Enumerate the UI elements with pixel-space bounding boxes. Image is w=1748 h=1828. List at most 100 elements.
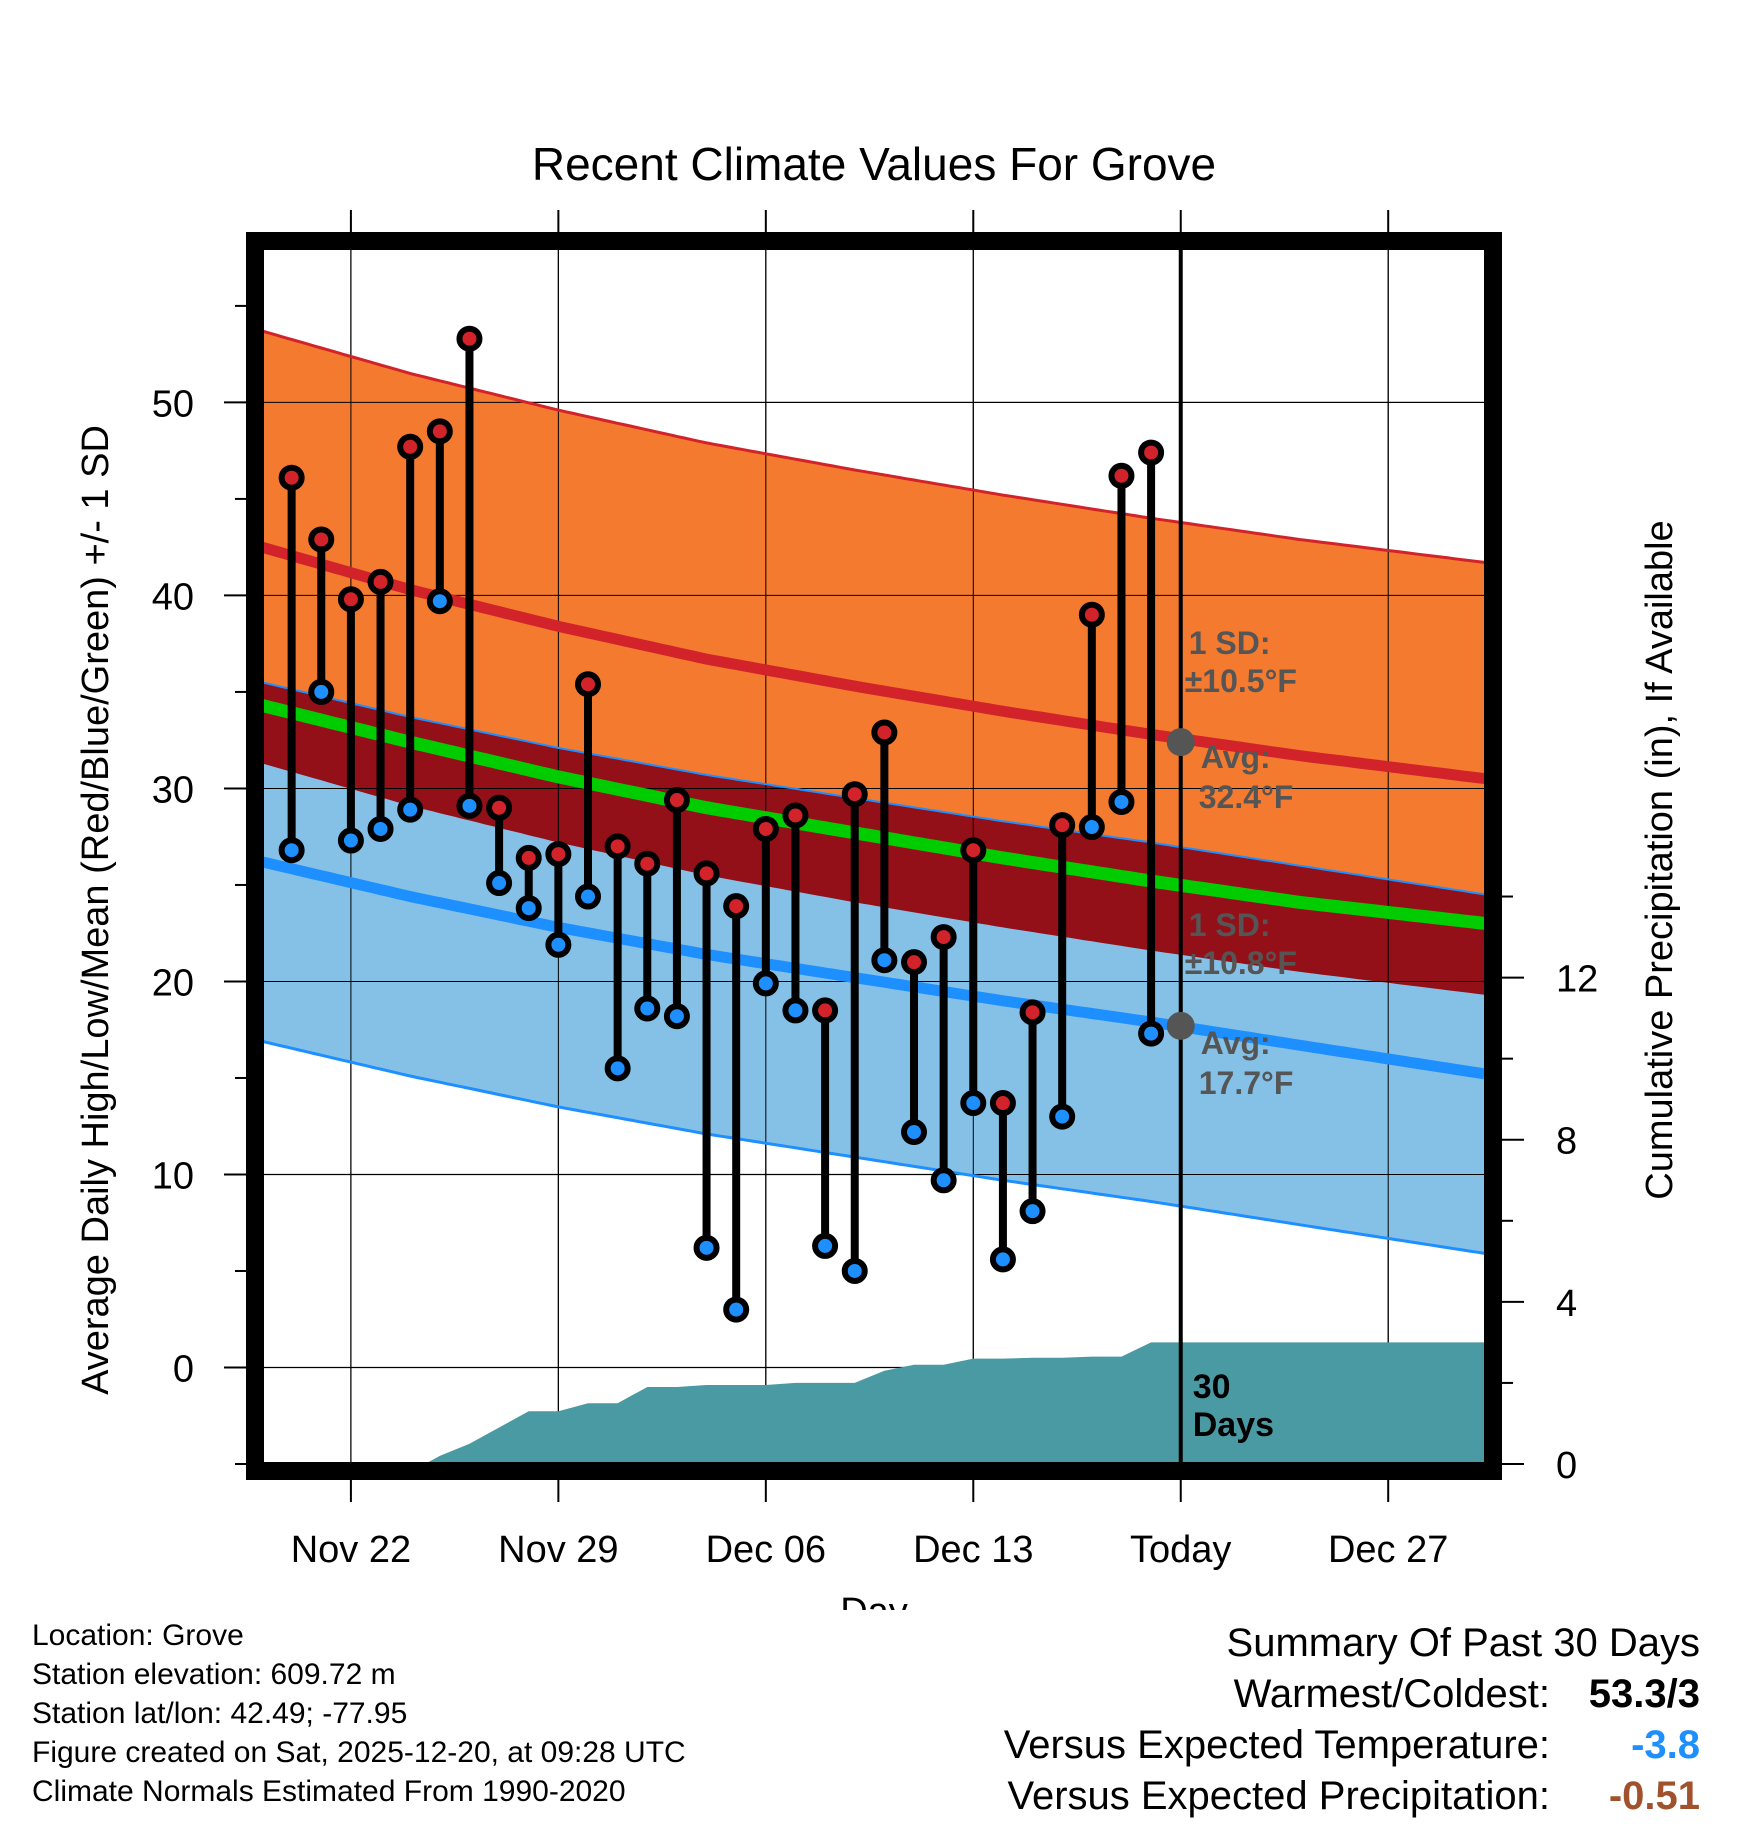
precip-vs-expected-value: -0.51 [1608,1774,1700,1818]
high-point [426,418,453,445]
low-point [752,970,779,997]
low-sd-value: ±10.8°F [1185,945,1297,981]
high-point [456,325,483,352]
low-point [1019,1198,1046,1225]
high-point [1049,812,1076,839]
high-point [752,815,779,842]
warmest-label: Warmest/Coldest: [1233,1672,1550,1716]
axes: 0 10 20 30 40 50 0 4 8 12 Nov 22 Nov 29 Dec 06 Dec 13… [152,210,1598,1571]
high-avg-marker [1166,728,1195,757]
x-tick-label: Dec 13 [913,1529,1033,1571]
low-point [545,931,572,958]
high-point [930,924,957,951]
low-point [960,1090,987,1117]
latlon-text: Station lat/lon: 42.49; -77.95 [32,1697,408,1730]
days-count-label: 30 [1193,1368,1231,1406]
low-point [308,678,335,705]
x-tick-label: Today [1130,1529,1231,1571]
plot-frame [246,232,1502,1480]
high-point [278,464,305,491]
days-word-label: Days [1193,1406,1274,1444]
high-point [337,586,364,613]
low-point [901,1119,928,1146]
low-point [604,1055,631,1082]
low-point [1138,1020,1165,1047]
low-point [456,792,483,819]
y-tick-label: 50 [152,383,194,425]
y-tick-label: 20 [152,962,194,1004]
low-point [337,827,364,854]
high-point [871,719,898,746]
high-point [397,433,424,460]
x-tick-label: Nov 22 [291,1529,411,1571]
high-point [989,1090,1016,1117]
y2-tick-label: 0 [1556,1445,1577,1487]
precip-area [262,1342,1486,1464]
low-sd-label: 1 SD: [1189,907,1271,943]
y-tick-label: 30 [152,769,194,811]
high-point [782,802,809,829]
high-point [1108,462,1135,489]
y2-tick-label: 12 [1556,959,1598,1001]
high-point [1138,439,1165,466]
low-point [367,815,394,842]
low-point [1049,1103,1076,1130]
low-point [782,997,809,1024]
high-point [604,833,631,860]
low-point [663,1003,690,1030]
high-point [841,781,868,808]
summary-warmest-row: Warmest/Coldest: 53.3/3 [940,1669,1700,1720]
temp-vs-expected-label: Versus Expected Temperature: [1003,1723,1550,1767]
y-tick-label: 40 [152,576,194,618]
low-point [397,796,424,823]
station-info: Location: Grove Station elevation: 609.7… [32,1616,686,1811]
x-axis-label: Day [840,1591,908,1610]
y-tick-label: 0 [173,1348,194,1390]
low-point [989,1246,1016,1273]
high-point [367,568,394,595]
y2-axis-label: Cumulative Precipitation (in), If Availa… [1639,520,1681,1199]
high-point [1019,999,1046,1026]
low-point [841,1257,868,1284]
warmest-value: 53.3/3 [1588,1672,1700,1716]
high-point [960,837,987,864]
summary-panel: Summary Of Past 30 Days Warmest/Coldest:… [940,1618,1700,1822]
temp-vs-expected-value: -3.8 [1631,1723,1700,1767]
climate-chart: Recent Climate Values For Grove 1 SD:±10… [75,138,1681,1610]
high-point [634,850,661,877]
y-tick-label: 10 [152,1155,194,1197]
high-point [901,949,928,976]
high-point [723,893,750,920]
high-avg-value: 32.4°F [1199,779,1294,815]
y-axis-label: Average Daily High/Low/Mean (Red/Blue/Gr… [75,425,117,1395]
low-point [426,588,453,615]
high-point [1078,601,1105,628]
location-text: Location: Grove [32,1619,244,1652]
high-point [486,794,513,821]
low-lower-edge [262,1039,1485,1255]
low-point [634,995,661,1022]
low-mean-line [262,856,1486,1080]
daily-marks [278,325,1165,1323]
low-point [486,870,513,897]
high-sd-label: 1 SD: [1189,625,1271,661]
low-point [693,1234,720,1261]
high-point [812,997,839,1024]
high-point [515,844,542,871]
chart-title: Recent Climate Values For Grove [532,138,1216,190]
high-point [545,841,572,868]
low-point [930,1167,957,1194]
low-point [871,947,898,974]
low-avg-marker [1166,1011,1195,1040]
high-avg-label: Avg: [1201,739,1271,775]
x-tick-label: Dec 27 [1328,1529,1448,1571]
y2-tick-label: 8 [1556,1121,1577,1163]
low-avg-label: Avg: [1201,1025,1271,1061]
low-point [515,895,542,922]
high-point [575,671,602,698]
high-point [693,860,720,887]
normals-text: Climate Normals Estimated From 1990-2020 [32,1775,626,1808]
high-point [308,526,335,553]
summary-heading: Summary Of Past 30 Days [1226,1621,1700,1665]
